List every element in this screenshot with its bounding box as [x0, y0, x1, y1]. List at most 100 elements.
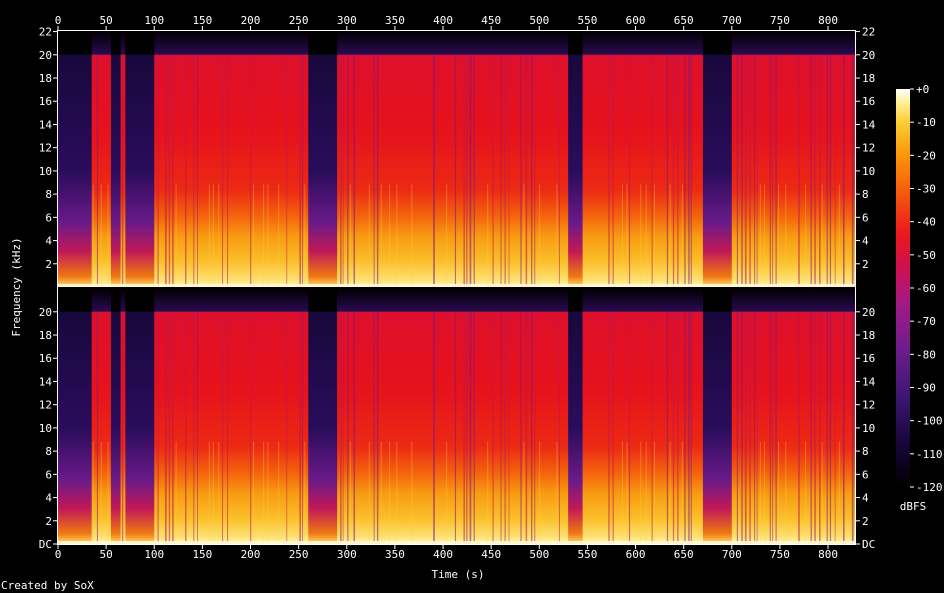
channel-1-streak	[168, 54, 171, 287]
x-tick-label-bottom: 100	[144, 548, 164, 561]
x-tick-label-top: 800	[818, 14, 838, 27]
y-tick-label-left: 16	[39, 352, 52, 365]
channel-1-streak	[454, 54, 457, 287]
channel-1-streak	[92, 184, 94, 287]
y-axis-label: Frequency (kHz)	[10, 237, 23, 336]
channel-2-streak	[842, 311, 845, 544]
channel-2-streak	[805, 441, 807, 544]
channel-1-streak	[653, 184, 655, 287]
channel-1-streak	[523, 184, 525, 287]
channel-2-streak	[688, 311, 690, 544]
channel-2-streak	[834, 311, 836, 544]
y-tick-label-right: DC	[862, 538, 875, 551]
channel-1-streak	[96, 54, 98, 287]
channel-2-streak	[304, 441, 306, 544]
channel-2-streak	[353, 311, 356, 544]
y-tick-label-left: 14	[39, 118, 53, 131]
channel-1-streak	[222, 54, 224, 287]
x-tick-label-top: 400	[433, 14, 453, 27]
channel-2-streak	[525, 311, 528, 544]
channel-1-streak	[666, 54, 669, 287]
channel-2-streak	[121, 311, 124, 544]
channel-2-streak	[446, 441, 448, 544]
channel-2-streak	[677, 311, 679, 544]
y-tick-label-right: 16	[862, 352, 875, 365]
y-tick-label-right: 22	[862, 26, 875, 39]
channel-2-streak	[92, 441, 94, 544]
channel-2-streak	[342, 311, 344, 544]
y-tick-label-left: 22	[39, 26, 52, 39]
colorbar-tick-label: +0	[916, 83, 929, 96]
x-tick-label-top: 50	[100, 14, 113, 27]
channel-2-streak	[347, 311, 349, 544]
channel-2-streak	[185, 311, 187, 544]
channel-1-streak	[645, 184, 647, 287]
channel-1-streak	[838, 184, 840, 287]
channel-2-streak	[473, 311, 475, 544]
y-tick-label-right: 2	[862, 258, 869, 271]
channel-2-streak	[749, 311, 751, 544]
channel-2-streak	[267, 441, 269, 544]
channel-1-streak	[250, 54, 252, 287]
y-tick-label-right: 10	[862, 422, 875, 435]
channel-2-streak	[523, 441, 525, 544]
x-tick-label-top: 350	[385, 14, 405, 27]
channel-2-streak	[508, 311, 510, 544]
x-tick-label-top: 600	[626, 14, 646, 27]
channel-2-streak	[340, 311, 342, 544]
channel-1-streak	[785, 184, 787, 287]
y-tick-label-left: 4	[45, 492, 52, 505]
channel-2-streak	[96, 311, 98, 544]
channel-2-streak	[463, 311, 465, 544]
channel-2-streak	[756, 311, 758, 544]
y-tick-label-right: 18	[862, 72, 875, 85]
colorbar-ticks: +0 -10 -20 -30 -40 -50 -60 -70 -80 -90 -100 -110 -12…	[910, 83, 943, 494]
channel-2-streak	[819, 311, 821, 544]
credit-text: Created by SoX	[1, 579, 94, 592]
channel-1-quiet-segment-5	[702, 31, 732, 287]
colorbar-tick-label: -10	[916, 116, 936, 129]
channel-1-streak	[736, 54, 738, 287]
colorbar-tick-label: -100	[916, 415, 943, 428]
channel-2-streak	[175, 441, 177, 544]
channel-2-streak	[504, 311, 506, 544]
channel-1-streak	[107, 184, 109, 287]
channel-1-quiet-segment-0	[58, 31, 92, 287]
channel-1-streak	[814, 54, 816, 287]
colorbar-tick-label: -80	[916, 348, 936, 361]
channel-2-streak	[829, 311, 832, 544]
channel-1-streak	[769, 54, 771, 287]
channel-1-streak	[819, 54, 821, 287]
channel-1-streak	[534, 54, 536, 287]
channel-1-streak	[278, 184, 280, 287]
channel-1-streak	[353, 54, 356, 287]
channel-2-quiet-segment-1	[110, 288, 121, 544]
channel-2-streak	[666, 311, 669, 544]
channel-1-streak	[772, 54, 774, 287]
x-tick-label-bottom: 50	[100, 548, 113, 561]
y-tick-label-left: 16	[39, 95, 52, 108]
channel-1-streak	[556, 184, 558, 287]
channel-1-streak	[829, 54, 832, 287]
x-tick-label-bottom: 450	[481, 548, 501, 561]
channel-1-streak	[469, 54, 472, 287]
channel-2-streak	[208, 441, 210, 544]
channel-1-streak	[121, 54, 124, 287]
channel-2-streak	[222, 311, 224, 544]
channel-1-streak	[185, 54, 187, 287]
x-tick-label-bottom: 350	[385, 548, 405, 561]
y-tick-label-right: 14	[862, 375, 876, 388]
channel-2-streak	[534, 311, 536, 544]
channel-2-streak	[612, 311, 614, 544]
channel-1-streak	[531, 54, 533, 287]
channel-1-streak	[778, 184, 780, 287]
colorbar-tick-label: -50	[916, 249, 936, 262]
channel-2-dc-band	[58, 541, 855, 544]
channel-2-streak	[212, 441, 214, 544]
channel-1-streak	[684, 54, 686, 287]
channel-1-streak	[558, 54, 560, 287]
channel-2-background	[58, 288, 855, 544]
x-tick-label-bottom: 650	[674, 548, 694, 561]
channel-2-streak	[669, 441, 671, 544]
channel-2-streak	[759, 441, 761, 544]
